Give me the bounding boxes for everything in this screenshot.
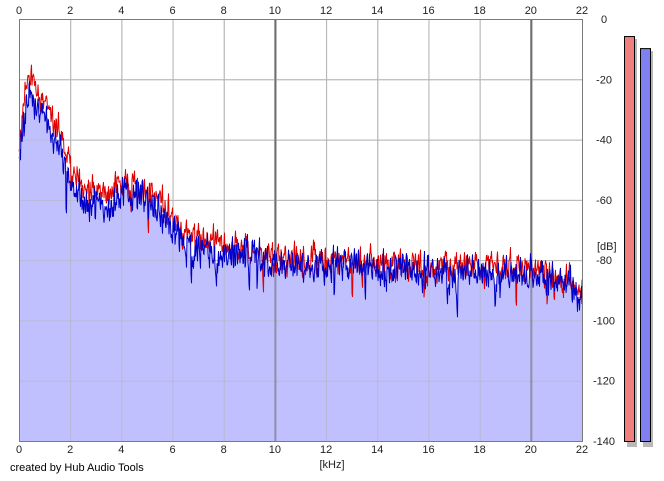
x-tick-label-top: 18 <box>474 5 486 17</box>
x-tick-label-bottom: 22 <box>576 444 588 456</box>
x-tick-label-bottom: 14 <box>371 444 383 456</box>
x-tick-label-top: 8 <box>221 5 227 17</box>
x-tick-label-top: 12 <box>320 5 332 17</box>
x-tick-label-top: 0 <box>16 5 22 17</box>
y-tick-label: -120 <box>593 376 615 388</box>
x-tick-label-top: 2 <box>67 5 73 17</box>
x-tick-label-top: 14 <box>371 5 383 17</box>
y-tick-label: -140 <box>593 436 615 448</box>
y-tick-label: -80 <box>596 255 612 267</box>
y-tick-label: -20 <box>596 74 612 86</box>
x-tick-label-top: 6 <box>169 5 175 17</box>
x-tick-label-bottom: 8 <box>221 444 227 456</box>
x-tick-label-top: 4 <box>118 5 124 17</box>
x-axis-ticks-bottom: 0 2 4 6 8 10 12 14 16 18 20 22 <box>16 444 588 456</box>
y-tick-label: -100 <box>593 315 615 327</box>
x-tick-label-bottom: 2 <box>67 444 73 456</box>
y-axis-label: [dB] <box>597 241 617 253</box>
blue-channel-series <box>18 81 583 318</box>
x-tick-label-bottom: 0 <box>16 444 22 456</box>
credit-text: created by Hub Audio Tools <box>10 462 144 474</box>
x-tick-label-top: 20 <box>525 5 537 17</box>
y-tick-label: -40 <box>596 135 612 147</box>
level-meter-blue <box>640 48 651 442</box>
plot-frame <box>19 19 583 442</box>
x-tick-label-top: 10 <box>269 5 281 17</box>
level-meter-red <box>624 36 635 443</box>
x-tick-label-bottom: 10 <box>269 444 281 456</box>
x-tick-label-bottom: 16 <box>422 444 434 456</box>
y-tick-label: 0 <box>601 14 607 26</box>
x-tick-label-top: 22 <box>576 5 588 17</box>
x-axis-ticks-top: 0 2 4 6 8 10 12 14 16 18 20 22 <box>16 5 588 17</box>
x-tick-label-bottom: 18 <box>474 444 486 456</box>
x-tick-label-bottom: 12 <box>320 444 332 456</box>
red-channel-series <box>18 64 583 306</box>
y-tick-label: -60 <box>596 195 612 207</box>
x-tick-label-bottom: 20 <box>525 444 537 456</box>
x-tick-label-top: 16 <box>422 5 434 17</box>
y-axis-ticks: 0 -20 -40 -60 -80 -100 -120 -140 <box>593 14 615 448</box>
spectrum-fill-area <box>19 81 583 441</box>
x-tick-label-bottom: 6 <box>169 444 175 456</box>
x-axis-label: [kHz] <box>319 459 344 471</box>
level-meters <box>624 36 653 448</box>
x-tick-label-bottom: 4 <box>118 444 124 456</box>
